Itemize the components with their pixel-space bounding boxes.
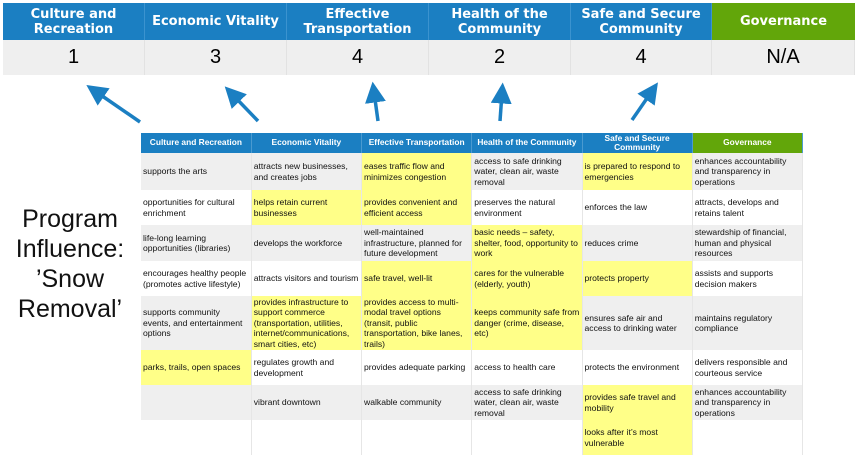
table-cell: is prepared to respond to emergencies [582, 153, 693, 190]
table-cell: basic needs – safety, shelter, food, opp… [471, 225, 583, 261]
table-cell: develops the workforce [251, 225, 363, 261]
table-cell: encourages healthy people (promotes acti… [141, 261, 252, 296]
arrow-transportation [365, 81, 386, 122]
table-cell: regulates growth and development [251, 350, 363, 385]
table-cell: access to safe drinking water, clean air… [471, 153, 583, 190]
banner-score: 3 [145, 40, 287, 75]
table-row: encourages healthy people (promotes acti… [141, 261, 804, 296]
table-cell [251, 420, 363, 455]
table-cell: attracts new businesses, and creates job… [251, 153, 363, 190]
arrow-safety [630, 82, 658, 121]
table-cell: supports community events, and entertain… [141, 296, 252, 350]
banner-score: 4 [571, 40, 712, 75]
column-header: Health of the Community [471, 133, 583, 153]
table-cell: access to health care [471, 350, 583, 385]
table-cell [361, 420, 473, 455]
table-row: supports the arts attracts new businesses… [141, 153, 804, 190]
table-row: supports community events, and entertain… [141, 296, 804, 350]
table-cell: protects the environment [582, 350, 693, 385]
banner-header: Economic Vitality [145, 3, 287, 40]
column-header: Governance [692, 133, 804, 153]
table-cell [692, 420, 804, 455]
arrow-economic [224, 86, 260, 123]
table-cell: walkable community [361, 385, 473, 420]
arrow-culture [86, 85, 141, 124]
table-cell: provides convenient and efficient access [361, 190, 473, 225]
influence-table: Culture and Recreation Economic Vitality E… [141, 133, 804, 455]
column-header: Culture and Recreation [141, 133, 252, 153]
table-cell: preserves the natural environment [471, 190, 583, 225]
table-cell: enhances accountability and transparency… [692, 385, 804, 420]
score-banner: Culture and Recreation Economic Vitality E… [3, 3, 855, 75]
table-cell: safe travel, well-lit [361, 261, 473, 296]
arrow-health [490, 82, 512, 122]
table-cell: attracts, develops and retains talent [692, 190, 804, 225]
table-row: looks after it’s most vulnerable [141, 420, 804, 455]
banner-header: Culture and Recreation [3, 3, 145, 40]
table-cell: enhances accountability and transparency… [692, 153, 804, 190]
table-cell: helps retain current businesses [251, 190, 363, 225]
table-row: opportunities for cultural enrichment hel… [141, 190, 804, 225]
table-cell: provides infrastructure to support comme… [251, 296, 363, 350]
table-cell: attracts visitors and tourism [251, 261, 363, 296]
table-cell: reduces crime [582, 225, 693, 261]
banner-header: Governance [712, 3, 855, 40]
column-header: Effective Transportation [361, 133, 473, 153]
table-cell: parks, trails, open spaces [141, 350, 252, 385]
table-cell: provides access to multi-modal travel op… [361, 296, 473, 350]
table-cell: eases traffic flow and minimizes congest… [361, 153, 473, 190]
table-cell: cares for the vulnerable (elderly, youth… [471, 261, 583, 296]
table-cell: well-maintained infrastructure, planned … [361, 225, 473, 261]
table-cell: opportunities for cultural enrichment [141, 190, 252, 225]
program-influence-label: Program Influence: ’Snow Removal’ [15, 205, 125, 323]
table-cell: ensures safe air and access to drinking … [582, 296, 693, 350]
banner-score: N/A [712, 40, 855, 75]
table-cell [141, 420, 252, 455]
column-header: Safe and Secure Community [582, 133, 693, 153]
table-cell: supports the arts [141, 153, 252, 190]
arrows [86, 81, 658, 124]
table-row: vibrant downtown walkable community access… [141, 385, 804, 420]
table-cell: protects property [582, 261, 693, 296]
banner-score: 2 [429, 40, 571, 75]
table-cell: looks after it’s most vulnerable [582, 420, 693, 455]
banner-header: Effective Transportation [287, 3, 429, 40]
table-cell: access to safe drinking water, clean air… [471, 385, 583, 420]
column-header: Economic Vitality [251, 133, 363, 153]
table-cell: vibrant downtown [251, 385, 363, 420]
banner-header: Health of the Community [429, 3, 571, 40]
table-cell: provides safe travel and mobility [582, 385, 693, 420]
table-cell: life-long learning opportunities (librar… [141, 225, 252, 261]
table-row: parks, trails, open spaces regulates grow… [141, 350, 804, 385]
banner-score: 4 [287, 40, 429, 75]
table-cell: delivers responsible and courteous servi… [692, 350, 804, 385]
table-cell [471, 420, 583, 455]
table-cell: enforces the law [582, 190, 693, 225]
table-cell: stewardship of financial, human and phys… [692, 225, 804, 261]
table-cell: assists and supports decision makers [692, 261, 804, 296]
banner-score: 1 [3, 40, 145, 75]
banner-header: Safe and Secure Community [571, 3, 712, 40]
table-cell: provides adequate parking [361, 350, 473, 385]
table-cell: keeps community safe from danger (crime,… [471, 296, 583, 350]
table-cell: maintains regulatory compliance [692, 296, 804, 350]
table-row: life-long learning opportunities (librar… [141, 225, 804, 261]
table-cell [141, 385, 252, 420]
